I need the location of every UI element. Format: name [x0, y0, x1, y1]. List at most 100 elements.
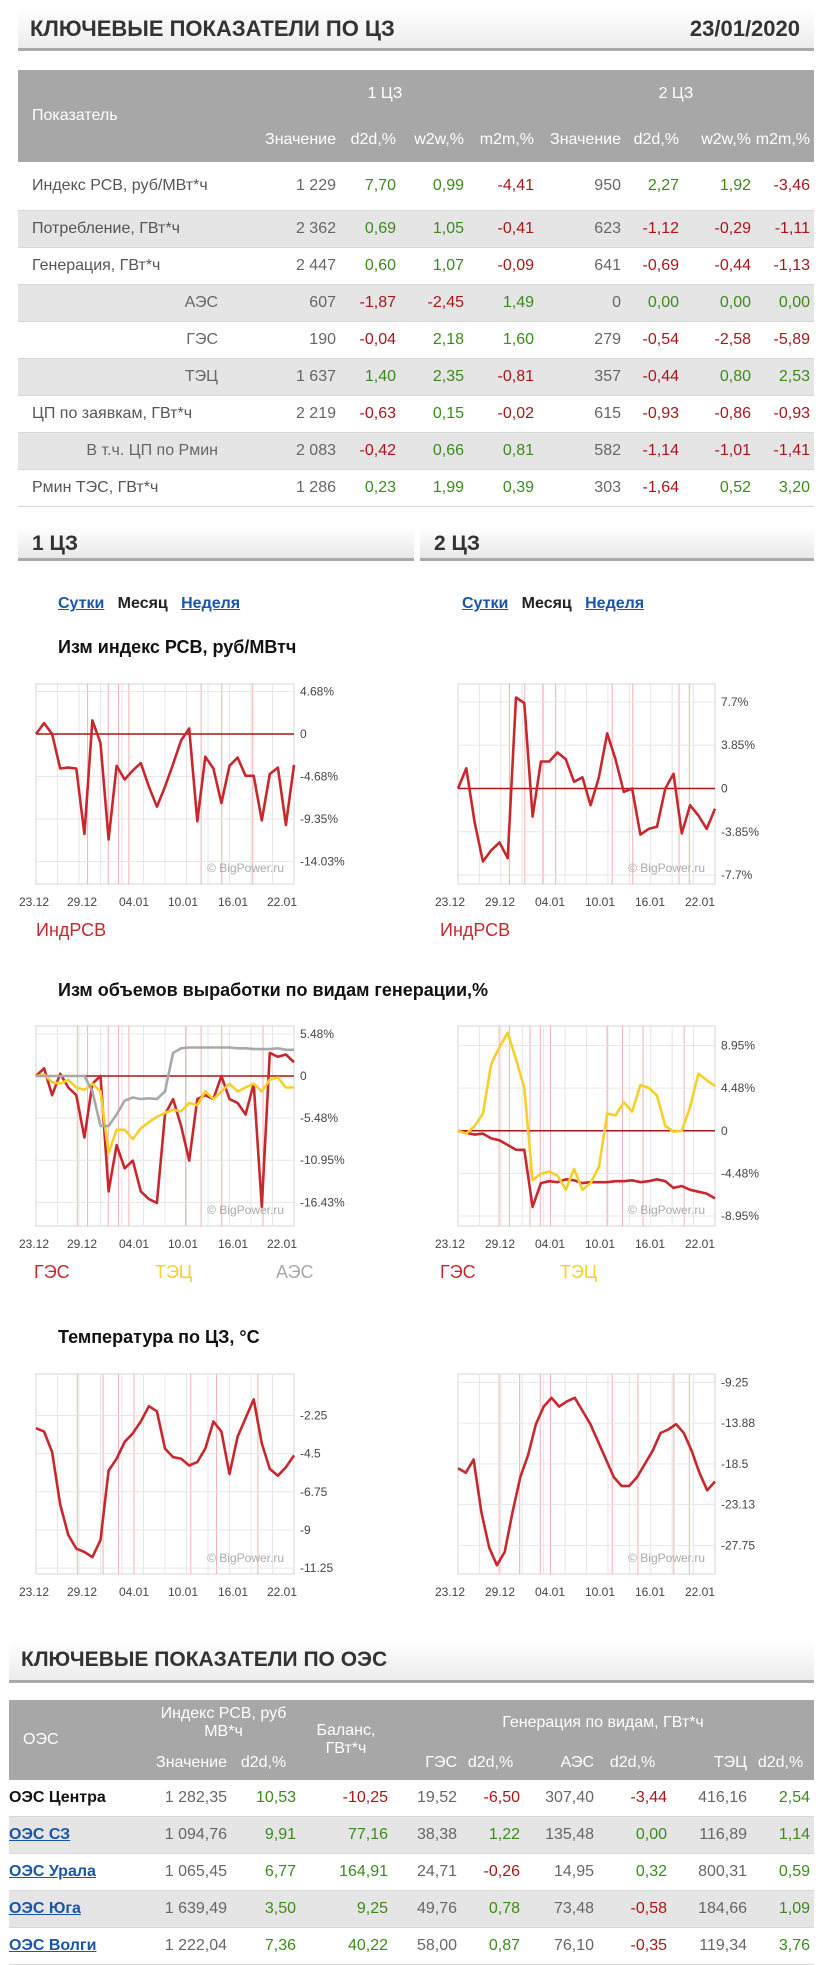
- kpi-cell: 3,20: [755, 469, 814, 507]
- kpi-row: Потребление, ГВт*ч 2 362 0,69 1,05 -0,41 623-…: [18, 210, 814, 248]
- y-tick-label: 0: [721, 1124, 728, 1138]
- kpi-cell: -1,01: [683, 432, 755, 470]
- legend-chp-zone2: ТЭЦ: [560, 1262, 598, 1282]
- period-tabs-zone1: Сутки Месяц Неделя: [58, 595, 240, 613]
- oes-cell: 1,14: [751, 1816, 814, 1854]
- col-indicator: Показатель: [18, 70, 232, 162]
- oes-subcol: ГЭС: [392, 1746, 461, 1780]
- temperature-chart-title: Температура по ЦЗ, °C: [58, 1327, 260, 1347]
- oes-cell: -0,35: [598, 1927, 671, 1965]
- x-tick-label: 29.12: [485, 895, 515, 909]
- y-tick-label: -4.5: [300, 1447, 321, 1461]
- oes-col-balance: Баланс, ГВт*ч: [300, 1700, 392, 1780]
- kpi-cell: 1,05: [400, 210, 468, 248]
- kpi-subcol: m2m,%: [755, 118, 814, 162]
- kpi-cell: 641: [538, 247, 625, 285]
- kpi-cell: 0,00: [625, 284, 683, 322]
- oes-cell: 416,16: [671, 1780, 751, 1817]
- kpi-cell: -0,09: [468, 247, 538, 285]
- oes-cell: 116,89: [671, 1816, 751, 1854]
- kpi-cell: 0,69: [340, 210, 400, 248]
- kpi-subcol: w2w,%: [683, 118, 755, 162]
- oes-cell: 3,76: [751, 1927, 814, 1965]
- oes-name[interactable]: ОЭС Волги: [9, 1937, 97, 1954]
- oes-subcol: ТЭЦ: [671, 1746, 751, 1780]
- oes-cell: -10,25: [300, 1780, 392, 1817]
- y-tick-label: -2.25: [300, 1409, 328, 1423]
- legend-price-zone1: ИндРСВ: [36, 920, 107, 940]
- kpi-row-label: АЭС: [18, 284, 232, 322]
- kpi-row-label: Рмин ТЭС, ГВт*ч: [18, 469, 232, 507]
- x-tick-label: 23.12: [435, 1585, 465, 1599]
- tab-week[interactable]: Неделя: [181, 595, 241, 612]
- zone2-section: 2 ЦЗ: [420, 528, 814, 561]
- generation-chart-zone1: 5.48% 0 -5.48% -10.95% -16.43% © BigPower.ru 2…: [19, 1025, 345, 1251]
- generation-chart-zone2: 8.95% 4.48% 0 -4.48% -8.95% © BigPower.ru 23.1…: [435, 1025, 759, 1251]
- kpi-cell: 0,23: [340, 469, 400, 507]
- x-tick-label: 16.01: [218, 1237, 248, 1251]
- x-tick-label: 16.01: [218, 1585, 248, 1599]
- x-tick-label: 04.01: [119, 895, 149, 909]
- kpi-cell: 1,60: [468, 321, 538, 359]
- kpi-cell: 0,66: [400, 432, 468, 470]
- oes-name[interactable]: ОЭС Урала: [9, 1863, 96, 1880]
- kpi-cell: 0,00: [683, 284, 755, 322]
- kpi-cell: 950: [538, 162, 625, 211]
- kpi-cell: -3,46: [755, 162, 814, 211]
- y-tick-label: -6.75: [300, 1485, 328, 1499]
- series-line: [34, 719, 296, 841]
- tab-month[interactable]: Месяц: [521, 595, 572, 612]
- x-tick-label: 22.01: [267, 895, 297, 909]
- y-tick-label: 8.95%: [721, 1039, 755, 1053]
- kpi-cell: 582: [538, 432, 625, 470]
- kpi-cell: 7,70: [340, 162, 400, 211]
- oes-cell: 3,50: [231, 1890, 300, 1928]
- temperature-chart-zone2: -9.25 -13.88 -18.5 -23.13 -27.75 © BigPower.r…: [435, 1373, 755, 1599]
- oes-row: ОЭС Урала 1 065,45 6,77 164,91 24,71 -0,26 14,…: [9, 1853, 814, 1891]
- kpi-cell: 2 083: [232, 432, 340, 470]
- kpi-cell: -0,63: [340, 395, 400, 433]
- kpi-row-label: Индекс РСВ, руб/МВт*ч: [18, 162, 232, 211]
- kpi-cell: 1,07: [400, 247, 468, 285]
- oes-cell: 164,91: [300, 1853, 392, 1891]
- tab-month[interactable]: Месяц: [117, 595, 168, 612]
- tab-day[interactable]: Сутки: [462, 595, 509, 612]
- kpi-table: Показатель 1 ЦЗ 2 ЦЗ Значение d2d,% w2w,% m…: [18, 70, 814, 507]
- x-tick-label: 23.12: [19, 895, 49, 909]
- kpi-row-label: ЦП по заявкам, ГВт*ч: [18, 395, 232, 433]
- oes-name[interactable]: ОЭС СЗ: [9, 1826, 71, 1843]
- oes-subcol: d2d,%: [598, 1746, 671, 1780]
- x-tick-label: 29.12: [67, 1237, 97, 1251]
- kpi-cell: 303: [538, 469, 625, 507]
- x-tick-label: 16.01: [218, 895, 248, 909]
- x-tick-label: 23.12: [19, 1237, 49, 1251]
- oes-name[interactable]: ОЭС Юга: [9, 1900, 81, 1917]
- kpi-row-label: В т.ч. ЦП по Рмин: [18, 432, 232, 470]
- oes-cell: 2,54: [751, 1780, 814, 1817]
- kpi-cell: -0,44: [683, 247, 755, 285]
- series-line: [36, 1046, 294, 1128]
- oes-subcol: АЭС: [524, 1746, 598, 1780]
- x-tick-label: 29.12: [67, 1585, 97, 1599]
- oes-cell: 6,77: [231, 1853, 300, 1891]
- kpi-cell: 623: [538, 210, 625, 248]
- oes-cell: 14,95: [524, 1853, 598, 1891]
- tab-day[interactable]: Сутки: [58, 595, 105, 612]
- tab-week[interactable]: Неделя: [585, 595, 645, 612]
- kpi-row: ЦП по заявкам, ГВт*ч 2 219 -0,63 0,15 -0,02 6…: [18, 395, 814, 433]
- kpi-subcol: Значение: [232, 118, 340, 162]
- x-tick-label: 04.01: [535, 1237, 565, 1251]
- kpi-cell: -1,64: [625, 469, 683, 507]
- kpi-cell: -2,58: [683, 321, 755, 359]
- x-tick-label: 22.01: [685, 1585, 715, 1599]
- y-tick-label: -3.85%: [721, 825, 759, 839]
- zone-header: КЛЮЧЕВЫЕ ПОКАЗАТЕЛИ ПО ЦЗ 23/01/2020: [18, 8, 814, 51]
- y-tick-label: 4.68%: [300, 684, 334, 698]
- watermark: © BigPower.ru: [207, 1551, 284, 1565]
- price-chart-title: Изм индекс РСВ, руб/МВтч: [58, 637, 297, 657]
- kpi-row-label: Потребление, ГВт*ч: [18, 210, 232, 248]
- x-tick-label: 29.12: [485, 1585, 515, 1599]
- kpi-cell: 279: [538, 321, 625, 359]
- x-tick-label: 10.01: [168, 1237, 198, 1251]
- series-line: [457, 1031, 716, 1192]
